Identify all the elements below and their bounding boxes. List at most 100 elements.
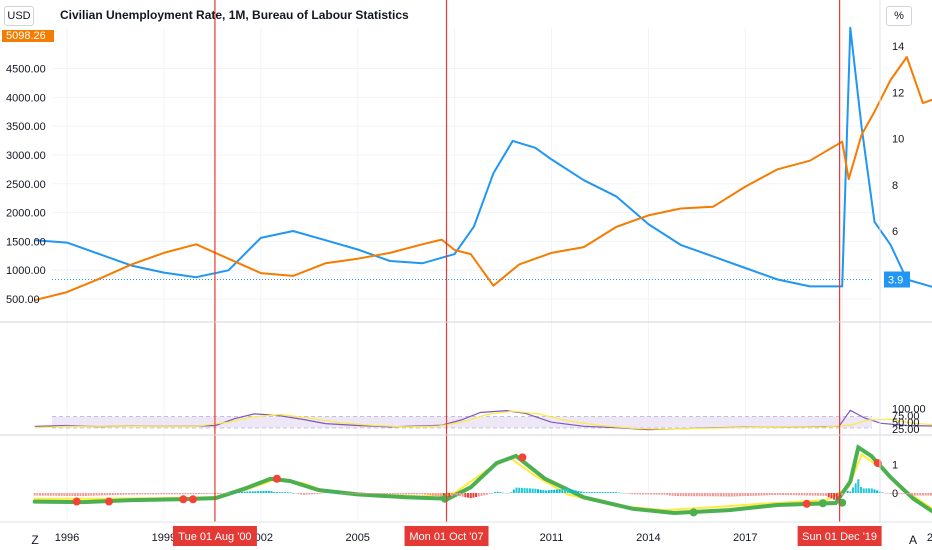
left-axis-tick: 3500.00 xyxy=(6,121,46,133)
auto-scale-button[interactable]: A xyxy=(908,533,917,547)
signal-dot xyxy=(518,453,527,462)
histogram-bar xyxy=(537,489,540,493)
histogram-bar xyxy=(230,492,233,494)
histogram-bar xyxy=(631,493,634,495)
zoom-reset-button[interactable]: Z xyxy=(31,533,39,547)
histogram-bar xyxy=(911,493,914,496)
histogram-bar xyxy=(57,493,60,496)
histogram-bar xyxy=(332,492,335,494)
histogram-bar xyxy=(138,493,141,495)
histogram-bar xyxy=(633,493,636,495)
histogram-bar xyxy=(499,492,502,493)
histogram-bar xyxy=(596,492,599,493)
histogram-bar xyxy=(609,492,612,493)
histogram-bar xyxy=(668,493,671,496)
histogram-bar xyxy=(141,493,144,495)
histogram-bar xyxy=(773,493,776,495)
histogram-bar xyxy=(79,493,82,497)
histogram-bar xyxy=(539,489,542,493)
histogram-bar xyxy=(456,493,459,496)
histogram-bar xyxy=(47,493,50,496)
signal-dot xyxy=(873,459,882,468)
histogram-bar xyxy=(854,483,857,493)
currency-button[interactable]: USD xyxy=(4,6,34,26)
histogram-bar xyxy=(851,487,854,493)
histogram-bar xyxy=(868,488,871,493)
histogram-bar xyxy=(200,493,203,495)
oscillator-signal-line xyxy=(34,410,932,430)
signal-dot xyxy=(272,474,281,483)
histogram-bar xyxy=(493,492,496,493)
histogram-bar xyxy=(397,493,400,495)
histogram-bar xyxy=(803,493,806,496)
histogram-bar xyxy=(690,493,693,497)
histogram-bar xyxy=(329,492,332,494)
histogram-bar xyxy=(504,493,507,494)
histogram-bar xyxy=(432,493,435,496)
histogram-bar xyxy=(590,492,593,493)
histogram-bar xyxy=(755,493,758,496)
histogram-bar xyxy=(273,492,276,493)
histogram-bar xyxy=(526,488,529,493)
histogram-bar xyxy=(160,493,163,495)
oscillator-axis-tick: 25.00 xyxy=(892,424,920,436)
histogram-bar xyxy=(639,493,642,495)
histogram-bar xyxy=(168,493,171,495)
histogram-bar xyxy=(496,491,499,493)
histogram-bar xyxy=(841,493,844,496)
histogram-bar xyxy=(822,493,825,496)
histogram-bar xyxy=(152,493,155,495)
histogram-bar xyxy=(335,492,338,494)
left-axis-tick: 500.00 xyxy=(6,294,40,306)
histogram-bar xyxy=(49,493,52,496)
histogram-bar xyxy=(224,493,227,494)
histogram-bar xyxy=(117,493,120,495)
histogram-bar xyxy=(660,493,663,495)
histogram-bar xyxy=(515,487,518,493)
sp500-line xyxy=(34,56,932,302)
histogram-bar xyxy=(733,493,736,497)
histogram-bar xyxy=(125,493,128,495)
histogram-bar xyxy=(623,493,626,494)
histogram-bar xyxy=(340,493,343,494)
histogram-bar xyxy=(677,493,680,497)
histogram-bar xyxy=(870,488,873,493)
histogram-bar xyxy=(741,493,744,497)
histogram-bar xyxy=(625,493,628,494)
histogram-bar xyxy=(238,492,241,493)
date-marker-label: Tue 01 Aug '00 xyxy=(178,531,251,543)
histogram-bar xyxy=(760,493,763,496)
histogram-bar xyxy=(779,493,782,495)
histogram-bar xyxy=(749,493,752,496)
histogram-bar xyxy=(405,493,408,495)
histogram-bar xyxy=(644,493,647,495)
histogram-bar xyxy=(615,492,618,493)
histogram-bar xyxy=(528,488,531,493)
histogram-bar xyxy=(157,493,160,495)
histogram-bar xyxy=(55,493,58,496)
histogram-bar xyxy=(830,493,833,499)
histogram-bar xyxy=(179,493,182,495)
percent-scale-button[interactable]: % xyxy=(886,6,912,26)
histogram-bar xyxy=(884,493,887,494)
histogram-bar xyxy=(752,493,755,496)
histogram-bar xyxy=(547,490,550,493)
histogram-bar xyxy=(588,492,591,493)
histogram-bar xyxy=(477,493,480,497)
left-axis-tick: 1500.00 xyxy=(6,236,46,248)
date-marker-tag xyxy=(404,526,489,546)
histogram-bar xyxy=(289,492,292,493)
histogram-bar xyxy=(389,493,391,495)
histogram-bar xyxy=(386,493,389,495)
histogram-bar xyxy=(130,493,133,495)
histogram-bar xyxy=(598,492,601,493)
histogram-bar xyxy=(362,493,365,494)
left-axis-tick: 3000.00 xyxy=(6,150,46,162)
signal-dot xyxy=(188,495,197,504)
histogram-bar xyxy=(319,493,322,494)
histogram-bar xyxy=(354,493,357,494)
histogram-bar xyxy=(671,493,674,496)
chart-title: Civilian Unemployment Rate, 1M, Bureau o… xyxy=(60,8,409,22)
histogram-bar xyxy=(475,493,478,498)
